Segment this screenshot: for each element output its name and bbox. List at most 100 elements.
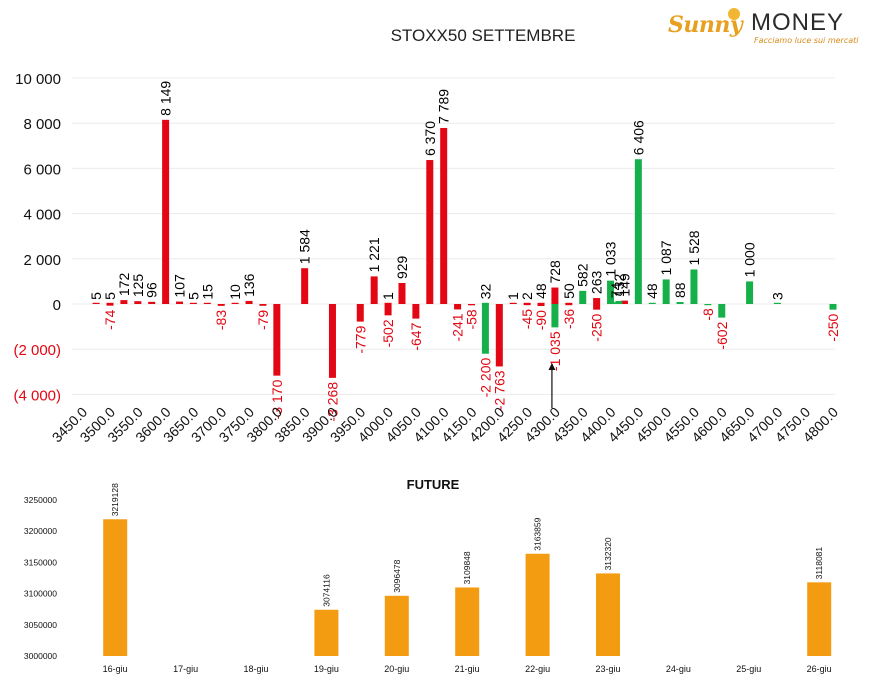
arrow-head-icon	[548, 363, 556, 370]
data-label: 263	[589, 270, 605, 294]
future-y-tick-label: 3200000	[24, 526, 57, 536]
future-data-label: 3074116	[321, 574, 331, 607]
future-data-label: 3118081	[814, 547, 824, 580]
data-label: 5	[185, 292, 201, 300]
y-tick-label: 8 000	[23, 116, 61, 133]
bar-put	[468, 304, 475, 306]
future-bar	[455, 587, 480, 656]
data-label: 1 087	[658, 240, 674, 275]
data-label: 6 406	[630, 120, 646, 155]
future-bar	[596, 573, 620, 656]
future-bar	[525, 553, 550, 656]
bar-call	[634, 159, 642, 304]
future-bar	[103, 519, 128, 656]
data-label: 32	[477, 283, 493, 299]
data-label: -602	[714, 321, 730, 349]
future-x-tick-label: 19-giu	[314, 664, 339, 674]
data-label: -779	[352, 325, 368, 353]
data-label: 50	[561, 283, 577, 299]
bar-put	[134, 301, 142, 304]
bar-call	[551, 304, 559, 328]
bar-put	[203, 302, 211, 304]
data-label: -79	[255, 310, 271, 330]
future-x-tick-label: 21-giu	[455, 664, 480, 674]
data-label: -58	[464, 309, 480, 329]
bar-put	[593, 298, 601, 304]
y-tick-label: 2 000	[23, 252, 61, 269]
bar-put	[356, 304, 364, 322]
chart-title: STOXX50 SETTEMBRE	[391, 26, 576, 45]
data-label: -90	[533, 310, 549, 330]
data-label: -241	[450, 313, 466, 341]
data-label: -1 035	[547, 331, 563, 371]
data-label: 728	[547, 260, 563, 284]
bar-put	[120, 300, 128, 304]
bar-put	[217, 304, 225, 306]
future-x-tick-label: 22-giu	[525, 664, 550, 674]
bar-put	[384, 304, 392, 316]
future-x-tick-label: 25-giu	[736, 664, 761, 674]
data-label: 2	[519, 292, 535, 300]
data-label: -2 200	[477, 358, 493, 398]
bar-put	[301, 268, 309, 304]
logo-sunny: Sunny	[668, 12, 743, 38]
future-bar	[314, 609, 339, 656]
logo-tagline: Facciamo luce sui mercati	[754, 36, 859, 45]
data-label: 15	[199, 284, 215, 300]
bar-put	[148, 301, 156, 304]
future-x-tick-label: 17-giu	[173, 664, 198, 674]
bar-call	[607, 280, 615, 304]
bar-put	[92, 302, 100, 304]
future-x-tick-label: 20-giu	[384, 664, 409, 674]
data-label: 5	[102, 292, 118, 300]
bar-put	[523, 304, 531, 306]
data-label: 1	[505, 292, 521, 300]
bar-call	[579, 290, 587, 304]
future-data-label: 3132320	[603, 537, 613, 570]
bar-put	[495, 304, 503, 367]
sun-icon	[728, 8, 740, 20]
future-y-tick-label: 3050000	[24, 620, 57, 630]
data-label: 1 221	[366, 237, 382, 272]
data-label: -2 763	[491, 370, 507, 410]
bar-put	[245, 300, 253, 304]
future-bar	[807, 582, 832, 656]
data-label: 48	[533, 283, 549, 299]
bar-call	[481, 304, 489, 354]
future-bar	[384, 595, 409, 656]
y-tick-label: 6 000	[23, 161, 61, 178]
bar-call	[648, 302, 656, 304]
bar-put	[620, 300, 628, 304]
bar-call	[690, 269, 698, 304]
bar-call	[481, 302, 489, 304]
data-label: -8	[700, 308, 716, 321]
bar-put	[231, 302, 239, 304]
future-chart: FUTURE 3250000 3200000 3150000 3100000 30500…	[24, 477, 832, 674]
future-data-label: 3163859	[533, 517, 543, 550]
data-label: 172	[116, 273, 132, 297]
bar-call	[662, 279, 670, 304]
data-label: -3 268	[324, 382, 340, 422]
bar-put	[537, 302, 545, 304]
future-x-tick-label: 18-giu	[243, 664, 268, 674]
future-data-label: 3109848	[462, 551, 472, 584]
data-label: 96	[144, 282, 160, 298]
bar-put	[398, 283, 406, 304]
data-label: -83	[213, 310, 229, 330]
bar-put	[162, 119, 170, 304]
bar-put	[509, 302, 517, 304]
logo-money: MONEY	[751, 9, 845, 36]
future-y-tick-label: 3150000	[24, 557, 57, 567]
data-label: 1 528	[686, 230, 702, 265]
data-label: 929	[394, 255, 410, 279]
data-label: -502	[380, 319, 396, 347]
y-tick-label: (2 000)	[13, 342, 61, 359]
data-label: 1 033	[603, 241, 619, 276]
data-label: 582	[575, 263, 591, 287]
bar-call	[676, 302, 684, 304]
data-label: 136	[241, 273, 257, 297]
data-label: -647	[408, 322, 424, 350]
bar-put	[273, 304, 281, 376]
bar-put	[176, 301, 184, 304]
bar-put	[106, 302, 114, 304]
